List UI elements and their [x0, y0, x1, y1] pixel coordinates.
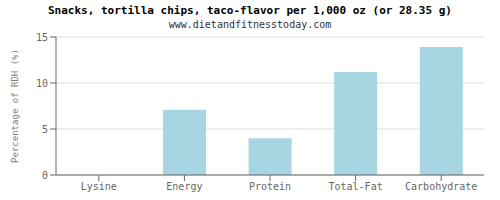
svg-text:Total-Fat: Total-Fat	[329, 181, 383, 192]
svg-text:Percentage of RDH (%): Percentage of RDH (%)	[10, 49, 20, 163]
svg-text:0: 0	[42, 170, 48, 181]
svg-text:10: 10	[36, 78, 48, 89]
html-text:www.dietandfitnesstoday.com: www.dietandfitnesstoday.com	[168, 19, 332, 30]
svg-text:Carbohydrate: Carbohydrate	[405, 181, 477, 192]
svg-text:Protein: Protein	[249, 181, 291, 192]
svg-text:5: 5	[42, 124, 48, 135]
svg-text:Energy: Energy	[166, 181, 202, 192]
html-text:Snacks, tortilla chips, taco-f: Snacks, tortilla chips, taco-flavor per …	[48, 4, 452, 17]
svg-text:Lysine: Lysine	[81, 181, 117, 192]
svg-text:15: 15	[36, 32, 48, 43]
